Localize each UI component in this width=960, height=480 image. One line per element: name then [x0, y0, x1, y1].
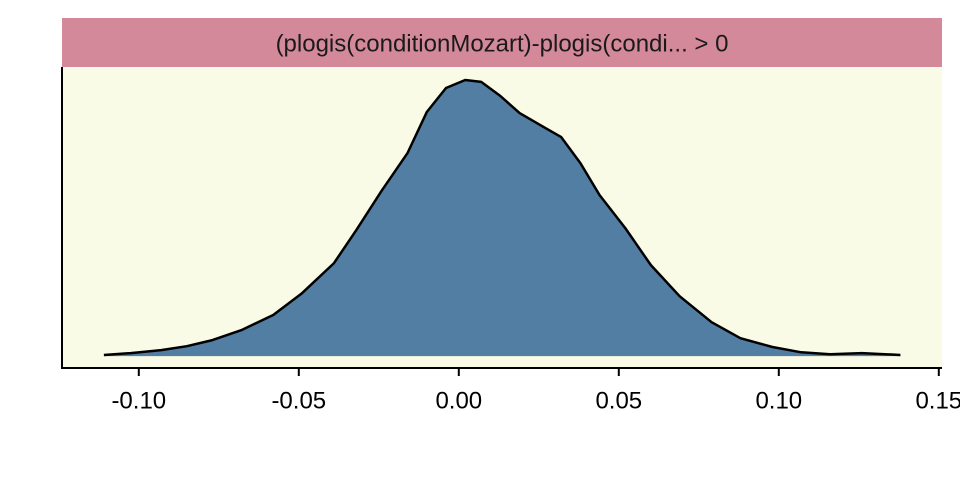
x-tick-label: 0.00 — [435, 387, 482, 414]
strip — [62, 18, 942, 67]
density-area — [103, 80, 901, 357]
x-tick-label: 0.10 — [755, 387, 802, 414]
x-tick-label: -0.10 — [111, 387, 166, 414]
density-line — [103, 78, 901, 357]
x-tick-label: 0.15 — [915, 387, 960, 414]
x-tick-label: 0.05 — [595, 387, 642, 414]
x-tick-label: -0.05 — [271, 387, 326, 414]
strip-title: (plogis(conditionMozart)-plogis(condi...… — [276, 30, 729, 57]
